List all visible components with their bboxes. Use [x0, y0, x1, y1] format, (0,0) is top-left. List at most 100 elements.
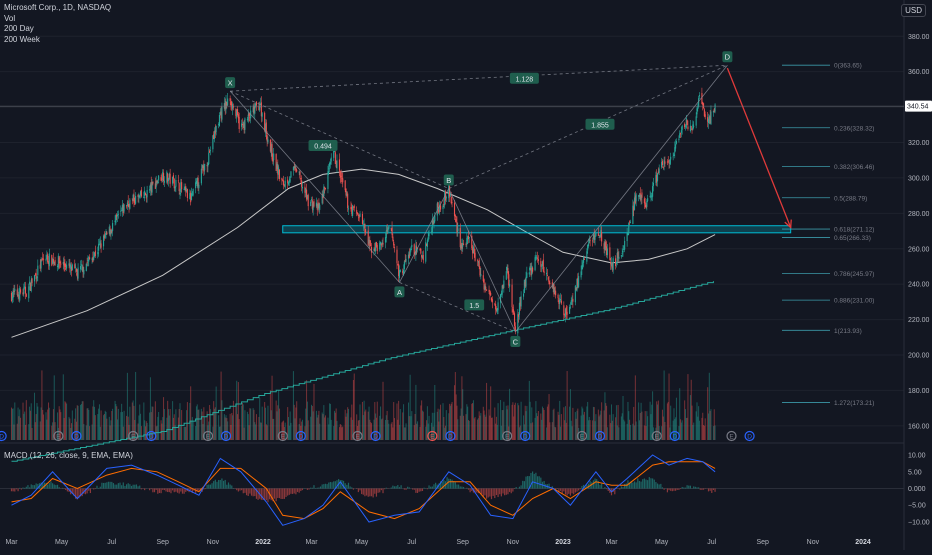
macd-histogram-bar: [509, 489, 510, 492]
volume-bar: [256, 414, 257, 440]
volume-legend[interactable]: Vol: [4, 14, 111, 25]
candle-body: [529, 272, 530, 274]
candle-body: [163, 173, 164, 181]
macd-histogram-bar: [532, 471, 533, 488]
earnings-marker-label: E: [131, 434, 136, 441]
candle-body: [684, 124, 685, 127]
candle-body: [462, 243, 463, 247]
macd-histogram-bar: [151, 489, 152, 490]
candle-body: [535, 257, 536, 258]
volume-bar: [699, 421, 700, 440]
candle-body: [387, 229, 388, 233]
volume-bar: [141, 426, 142, 440]
macd-histogram-bar: [244, 489, 245, 493]
candle-body: [273, 154, 274, 161]
volume-bar: [198, 409, 199, 440]
macd-histogram-bar: [231, 486, 232, 489]
macd-histogram-bar: [358, 489, 359, 493]
dividend-marker-label: D: [598, 434, 603, 441]
macd-histogram-bar: [568, 489, 569, 494]
candle-body: [101, 243, 102, 247]
candle-body: [693, 126, 694, 127]
macd-histogram-bar: [331, 482, 332, 488]
candle-body: [34, 275, 35, 281]
last-price-label: 340.54: [907, 104, 929, 111]
candle-body: [36, 273, 37, 279]
fib-level-label: 0.236(328.32): [834, 125, 874, 132]
macd-histogram-bar: [527, 476, 528, 488]
macd-histogram-bar: [364, 489, 365, 497]
candle-body: [526, 273, 527, 278]
candle-body: [221, 107, 222, 120]
volume-bar: [170, 409, 171, 440]
macd-histogram-bar: [557, 489, 558, 490]
macd-histogram-bar: [207, 485, 208, 489]
candle-body: [32, 279, 33, 284]
macd-histogram-bar: [382, 489, 383, 494]
candle-body: [506, 271, 507, 279]
price-tick-label: 200.00: [908, 353, 930, 360]
volume-bar: [239, 419, 240, 440]
macd-tick-label: −5.00: [908, 503, 926, 510]
macd-histogram-bar: [93, 489, 94, 490]
macd-histogram-bar: [220, 480, 221, 488]
macd-histogram-bar: [26, 487, 27, 489]
macd-histogram-bar: [137, 486, 138, 488]
volume-bar: [544, 410, 545, 440]
macd-histogram-bar: [640, 482, 641, 489]
candle-body: [208, 153, 209, 164]
candle-body: [525, 277, 526, 287]
candle-body: [601, 232, 602, 241]
macd-histogram-bar: [662, 487, 663, 488]
macd-histogram-bar: [36, 483, 37, 488]
macd-histogram-bar: [432, 487, 433, 489]
macd-histogram-bar: [593, 480, 594, 488]
ma200-legend[interactable]: 200 Day: [4, 24, 111, 35]
fib-level-label: 0.786(245.97): [834, 271, 874, 278]
candle-body: [174, 178, 175, 188]
ma200w-legend[interactable]: 200 Week: [4, 35, 111, 46]
candle-body: [463, 244, 464, 245]
macd-histogram-bar: [119, 483, 120, 489]
candle-body: [503, 281, 504, 288]
price-tick-label: 180.00: [908, 388, 930, 395]
macd-histogram-bar: [645, 480, 646, 489]
dividend-marker-label: D: [149, 434, 154, 441]
candle-body: [377, 245, 378, 251]
macd-histogram-bar: [114, 485, 115, 489]
macd-histogram-bar: [470, 489, 471, 493]
macd-histogram-bar: [701, 489, 702, 490]
candle-body: [357, 212, 358, 214]
macd-histogram-bar: [417, 489, 418, 493]
fib-level-label: 1(213.93): [834, 328, 862, 335]
macd-histogram-bar: [560, 489, 561, 491]
macd-histogram-bar: [136, 484, 137, 488]
candle-body: [244, 118, 245, 129]
candle-body: [14, 289, 15, 291]
macd-histogram-bar: [16, 489, 17, 490]
macd-histogram-bar: [708, 489, 709, 492]
currency-badge[interactable]: USD: [901, 4, 926, 17]
date-tick-label: 2022: [255, 539, 271, 546]
macd-histogram-bar: [455, 482, 456, 488]
macd-histogram-bar: [11, 489, 12, 492]
candle-body: [313, 201, 314, 206]
candle-body: [703, 103, 704, 108]
macd-histogram-bar: [713, 489, 714, 491]
candle-body: [569, 307, 570, 314]
candle-body: [80, 266, 81, 269]
candle-body: [311, 199, 312, 200]
macd-histogram-bar: [678, 489, 679, 490]
candle-body: [36, 277, 37, 278]
candle-body: [535, 257, 536, 270]
macd-histogram-bar: [65, 489, 66, 491]
candle-body: [95, 251, 96, 256]
symbol-title[interactable]: Microsoft Corp., 1D, NASDAQ: [4, 3, 111, 14]
macd-histogram-bar: [448, 479, 449, 489]
candle-body: [359, 217, 360, 218]
macd-histogram-bar: [497, 489, 498, 498]
macd-histogram-bar: [276, 489, 277, 502]
macd-histogram-bar: [243, 489, 244, 494]
macd-legend[interactable]: MACD (12, 26, close, 9, EMA, EMA): [4, 451, 133, 460]
